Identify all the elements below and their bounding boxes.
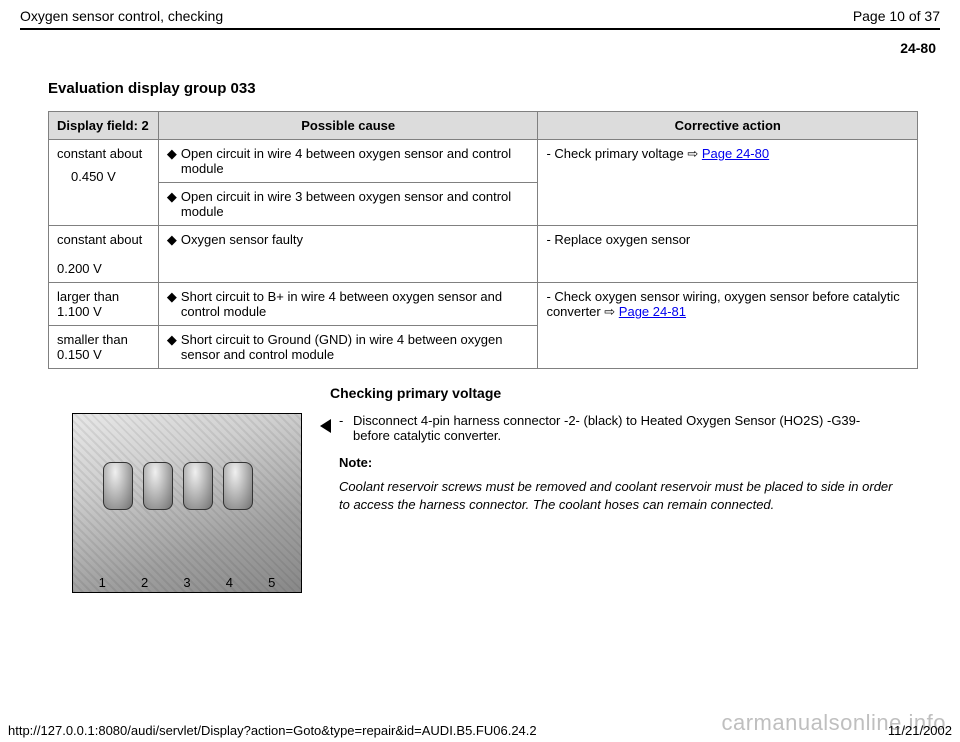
dash-bullet: -: [339, 413, 353, 443]
bullet-icon: ◆: [167, 146, 181, 176]
action-text: - Check oxygen sensor wiring, oxygen sen…: [546, 289, 899, 319]
cause-text: Short circuit to Ground (GND) in wire 4 …: [181, 332, 530, 362]
figure-label: 2: [141, 575, 148, 590]
cause-text: Open circuit in wire 4 between oxygen se…: [181, 146, 530, 176]
table-cell: constant about 0.450 V: [49, 140, 159, 226]
table-cell: ◆ Open circuit in wire 3 between oxygen …: [158, 183, 538, 226]
figure-illustration: 1 2 3 4 5: [72, 413, 302, 593]
table-cell: ◆ Short circuit to Ground (GND) in wire …: [158, 326, 538, 369]
page-title: Oxygen sensor control, checking: [20, 8, 223, 24]
table-cell: smaller than 0.150 V: [49, 326, 159, 369]
note-body: Coolant reservoir screws must be removed…: [339, 478, 900, 513]
figure-label: 5: [268, 575, 275, 590]
cause-text: Oxygen sensor faulty: [181, 232, 530, 248]
footer-url: http://127.0.0.1:8080/audi/servlet/Displ…: [8, 723, 537, 738]
footer-date: 11/21/2002: [888, 723, 952, 738]
table-cell: - Replace oxygen sensor: [538, 226, 918, 283]
display-text: constant about: [57, 232, 142, 247]
arrow-icon: ⇨: [687, 146, 698, 161]
display-value: 0.450 V: [57, 169, 150, 184]
divider: [20, 28, 940, 30]
evaluation-table: Display field: 2 Possible cause Correcti…: [48, 111, 918, 369]
display-value: 0.200 V: [57, 261, 150, 276]
bullet-icon: ◆: [167, 189, 181, 219]
heading-evaluation: Evaluation display group 033: [48, 80, 940, 97]
action-text: - Replace oxygen sensor: [546, 232, 690, 247]
arrow-icon: ⇨: [604, 304, 615, 319]
bullet-icon: ◆: [167, 289, 181, 319]
figure-label: 3: [183, 575, 190, 590]
page-link[interactable]: Page 24-80: [702, 146, 769, 161]
display-text: constant about: [57, 146, 142, 161]
col-header-action: Corrective action: [538, 112, 918, 140]
table-cell: ◆ Oxygen sensor faulty: [158, 226, 538, 283]
bullet-icon: ◆: [167, 232, 181, 248]
table-cell: constant about 0.200 V: [49, 226, 159, 283]
heading-checking: Checking primary voltage: [330, 385, 940, 401]
col-header-display: Display field: 2: [49, 112, 159, 140]
bullet-icon: ◆: [167, 332, 181, 362]
cause-text: Open circuit in wire 3 between oxygen se…: [181, 189, 530, 219]
table-cell: larger than 1.100 V: [49, 283, 159, 326]
section-number: 24-80: [20, 40, 936, 56]
col-header-cause: Possible cause: [158, 112, 538, 140]
note-title: Note:: [339, 455, 900, 470]
table-cell: - Check primary voltage ⇨ Page 24-80: [538, 140, 918, 226]
table-cell: ◆ Short circuit to B+ in wire 4 between …: [158, 283, 538, 326]
table-cell: - Check oxygen sensor wiring, oxygen sen…: [538, 283, 918, 369]
triangle-marker-icon: [320, 419, 331, 433]
figure-label: 1: [99, 575, 106, 590]
page-number: Page 10 of 37: [853, 8, 940, 24]
figure-label: 4: [226, 575, 233, 590]
cause-text: Short circuit to B+ in wire 4 between ox…: [181, 289, 530, 319]
action-text: - Check primary voltage: [546, 146, 687, 161]
instruction-text: Disconnect 4-pin harness connector -2- (…: [353, 413, 900, 443]
page-link[interactable]: Page 24-81: [619, 304, 686, 319]
table-cell: ◆ Open circuit in wire 4 between oxygen …: [158, 140, 538, 183]
